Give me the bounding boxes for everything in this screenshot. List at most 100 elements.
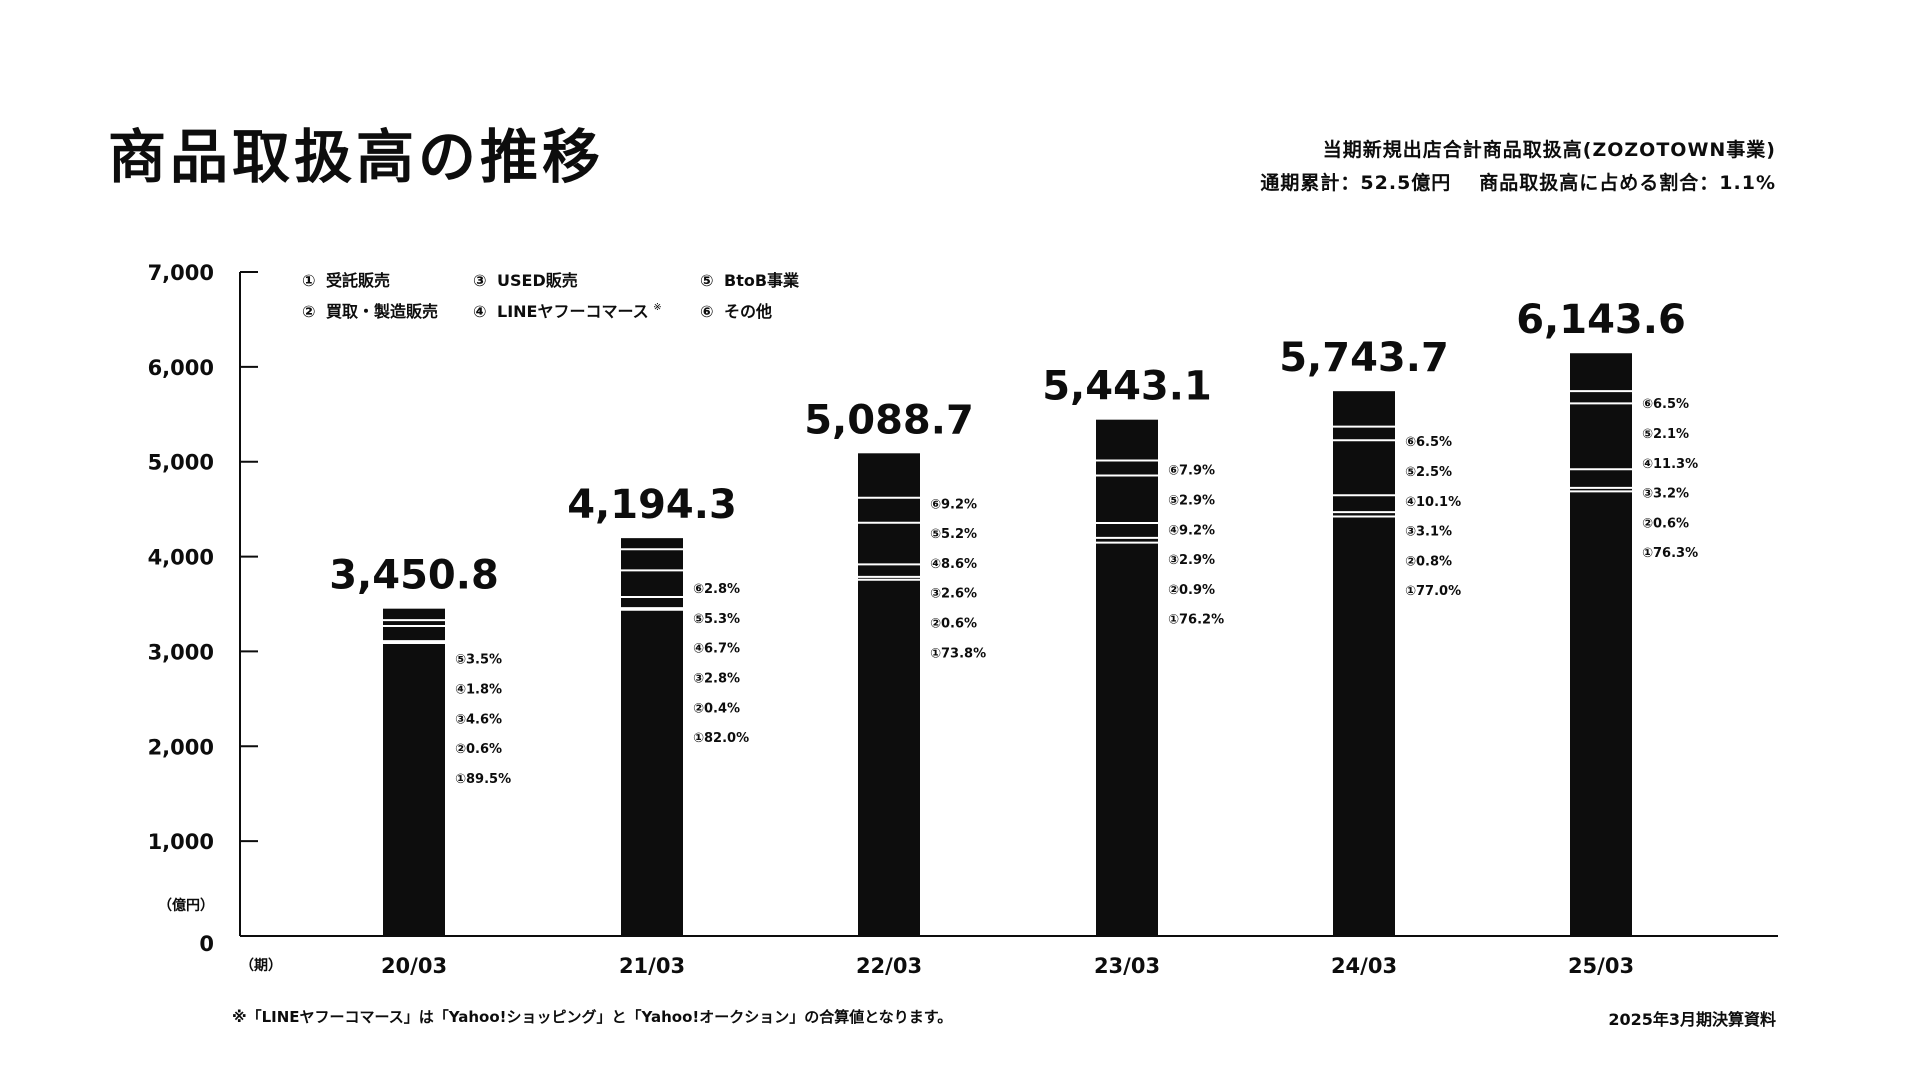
y-tick-label: 2,000 (148, 735, 214, 759)
y-tick-label: 6,000 (148, 356, 214, 380)
bar-segment-3 (1333, 495, 1395, 513)
bar-segment-2 (858, 576, 920, 580)
bar-segment-6 (1096, 419, 1158, 461)
bar-total-label: 4,194.3 (567, 482, 737, 528)
x-category-label: 23/03 (1094, 954, 1160, 978)
legend-label: LINEヤフーコマース (497, 302, 649, 321)
bar-segment-1 (858, 579, 920, 936)
share-label-4: ④8.6% (930, 557, 977, 572)
legend-label: USED販売 (497, 271, 578, 290)
share-label-2: ②0.9% (1168, 583, 1215, 598)
share-label-3: ③2.9% (1168, 553, 1215, 568)
bar-segment-5 (1570, 391, 1632, 404)
y-tick-label: 0 (199, 932, 214, 956)
bar-segment-1 (621, 609, 683, 936)
bar-segment-3 (1096, 522, 1158, 538)
new-store-share: 商品取扱高に占める割合：1.1% (1479, 172, 1776, 194)
bar-total-label: 5,743.7 (1279, 335, 1449, 381)
share-label-2: ②0.6% (455, 742, 502, 757)
share-label-2: ②0.8% (1405, 554, 1452, 569)
share-label-6: ⑥9.2% (930, 497, 977, 512)
x-category-label: 25/03 (1568, 954, 1634, 978)
share-label-3: ③3.2% (1642, 487, 1689, 502)
legend-marker: ④ (473, 302, 487, 321)
y-tick-label: 7,000 (148, 261, 214, 285)
bar-segment-6 (858, 453, 920, 498)
y-tick-label: 3,000 (148, 640, 214, 664)
new-store-note-title: 当期新規出店合計商品取扱高(ZOZOTOWN事業) (1322, 139, 1776, 161)
bar-total-label: 5,443.1 (1042, 364, 1212, 410)
share-label-4: ④9.2% (1168, 523, 1215, 538)
legend-label: 受託販売 (326, 271, 390, 290)
bar-segment-3 (383, 626, 445, 642)
bar-segment-1 (1570, 491, 1632, 936)
bar-segment-5 (858, 497, 920, 523)
bar-segment-1 (383, 643, 445, 936)
share-label-4: ④10.1% (1405, 495, 1461, 510)
legend-marker: ② (302, 302, 316, 321)
share-label-1: ①77.0% (1405, 584, 1461, 599)
share-label-1: ①82.0% (693, 731, 749, 746)
x-category-label: 22/03 (856, 954, 922, 978)
bar-segment-1 (1333, 516, 1395, 936)
bar-segment-6 (621, 538, 683, 550)
share-label-6: ⑥6.5% (1642, 397, 1689, 412)
legend-marker: ① (302, 271, 316, 290)
bar-segment-4 (1096, 475, 1158, 523)
new-store-cumulative: 通期累計：52.5億円 (1260, 172, 1452, 194)
legend-footnote-mark: ※ (653, 302, 661, 313)
bar-segment-4 (621, 570, 683, 598)
y-tick-label: 4,000 (148, 546, 214, 570)
footnote: ※「LINEヤフーコマース」は「Yahoo!ショッピング」と「Yahoo!オーク… (232, 1008, 953, 1026)
x-category-label: 20/03 (381, 954, 447, 978)
share-label-1: ①73.8% (930, 646, 986, 661)
new-store-note-values: 通期累計：52.5億円 商品取扱高に占める割合：1.1% (1260, 167, 1776, 200)
share-label-3: ③2.8% (693, 672, 740, 687)
legend-marker: ⑤ (700, 271, 714, 290)
bar-segment-5 (1333, 426, 1395, 441)
bar-segment-4 (1333, 440, 1395, 496)
share-label-2: ②0.4% (693, 701, 740, 716)
bar-segment-4 (858, 522, 920, 565)
share-label-6: ⑥6.5% (1405, 435, 1452, 450)
y-tick-label: 5,000 (148, 451, 214, 475)
bar-segment-6 (1570, 353, 1632, 392)
bar-segment-5 (621, 549, 683, 571)
bar-segment-3 (858, 564, 920, 577)
share-label-6: ⑥2.8% (693, 582, 740, 597)
bar-segment-5 (383, 608, 445, 621)
bar-segment-6 (1333, 391, 1395, 427)
share-label-4: ④11.3% (1642, 457, 1698, 472)
share-label-5: ⑤5.2% (930, 527, 977, 542)
bar-segment-2 (1096, 537, 1158, 543)
legend-marker: ③ (473, 271, 487, 290)
bar-segment-2 (1570, 487, 1632, 492)
page-title: 商品取扱高の推移 (108, 123, 605, 191)
x-category-label: 24/03 (1331, 954, 1397, 978)
share-label-5: ⑤2.5% (1405, 465, 1452, 480)
legend-label: BtoB事業 (724, 271, 800, 290)
new-store-note: 当期新規出店合計商品取扱高(ZOZOTOWN事業) 通期累計：52.5億円 商品取… (1260, 134, 1776, 200)
share-label-3: ③4.6% (455, 712, 502, 727)
share-label-6: ⑥7.9% (1168, 464, 1215, 479)
share-label-3: ③2.6% (930, 587, 977, 602)
share-label-1: ①76.3% (1642, 546, 1698, 561)
bar-segment-2 (1333, 512, 1395, 517)
share-label-3: ③3.1% (1405, 525, 1452, 540)
bar-segment-5 (1096, 460, 1158, 476)
bar-segment-3 (621, 597, 683, 609)
share-label-5: ⑤3.5% (455, 653, 502, 668)
bar-segment-1 (1096, 542, 1158, 936)
bar-segment-3 (1570, 469, 1632, 488)
bar-segment-4 (383, 620, 445, 627)
share-label-4: ④6.7% (693, 642, 740, 657)
bar-total-label: 6,143.6 (1516, 297, 1686, 343)
bar-segment-4 (1570, 403, 1632, 470)
y-unit-label: （億円） (158, 897, 214, 914)
x-period-label: （期） (240, 958, 282, 974)
share-label-1: ①76.2% (1168, 613, 1224, 628)
legend-marker: ⑥ (700, 302, 714, 321)
share-label-1: ①89.5% (455, 772, 511, 787)
